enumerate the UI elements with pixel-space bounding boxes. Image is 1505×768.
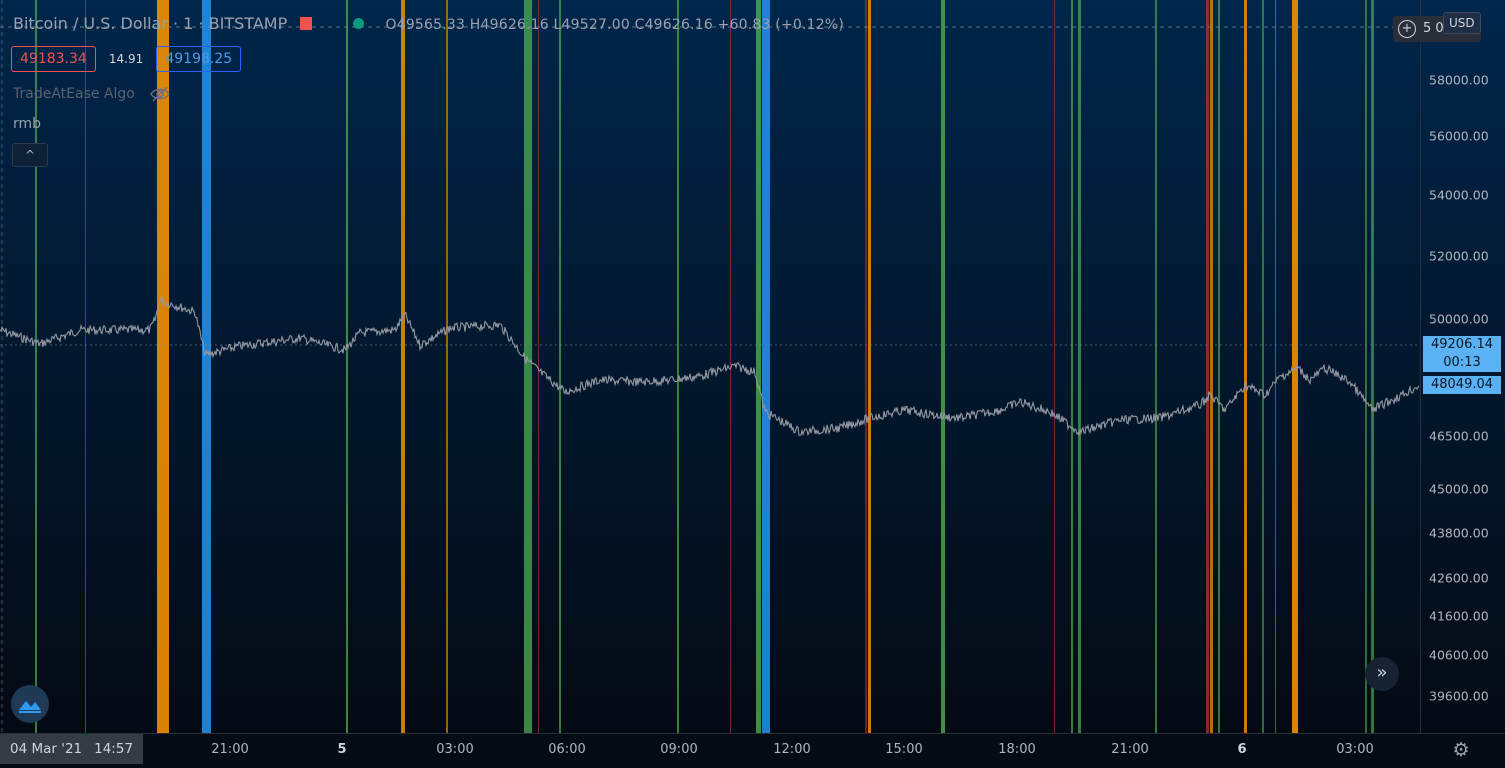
time-tick-label: 06:00 [548,742,586,757]
signal-band [157,0,169,733]
signal-band [202,0,211,733]
signal-band [1292,0,1298,733]
signal-band [1210,0,1213,733]
signal-band [941,0,945,733]
signal-band [524,0,532,733]
symbol-legend[interactable]: Bitcoin / U.S. Dollar · 1 · BITSTAMP O49… [13,14,845,33]
time-tick-label: 21:00 [211,742,249,757]
signal-band [1155,0,1157,733]
ask-price[interactable]: 49198.25 [156,46,242,72]
marker-price-label: 48049.04 [1423,376,1501,394]
price-tick-label: 50000.00 [1429,311,1489,327]
symbol-name[interactable]: Bitcoin / U.S. Dollar [13,14,168,33]
signal-band [1078,0,1081,733]
signal-band [538,0,539,733]
price-tick-label: 43800.00 [1429,525,1489,541]
time-tick-label: 21:00 [1111,742,1149,757]
indicator-legend-tradeatease[interactable]: TradeAtEase Algo [13,85,171,103]
price-tick-label: 39600.00 [1429,688,1489,704]
signal-band [1365,0,1367,733]
signal-band [762,0,770,733]
indicator-name: rmb [13,116,42,132]
signal-band [1244,0,1247,733]
bid-ask-panel: 49183.34 14.91 49198.25 [11,46,242,72]
price-tick-label: 46500.00 [1429,428,1489,444]
tradingview-logo-icon[interactable] [11,685,49,723]
time-tick-label: 09:00 [660,742,698,757]
time-tick-label: 15:00 [885,742,923,757]
signal-band [1218,0,1220,733]
symbol-exchange[interactable]: BITSTAMP [208,14,288,33]
time-tick-label: 18:00 [998,742,1036,757]
signal-band [865,0,867,733]
price-tick-label: 40600.00 [1429,647,1489,663]
time-tick-label: 5 [337,742,347,757]
symbol-interval[interactable]: 1 [183,14,194,33]
price-tick-label: 54000.00 [1429,187,1489,203]
signal-band [1371,0,1374,733]
double-chevron-right-icon: » [1376,662,1388,683]
signal-band [1262,0,1264,733]
signal-band [1275,0,1276,733]
price-series-line [0,295,1420,437]
price-axis[interactable]: 58000.00 56000.00 54000.00 52000.00 50000.00… [1420,0,1505,733]
ohlc-values: O49565.33 H49626.16 L49527.00 C49626.16 … [385,17,845,33]
time-tick-label: 03:00 [1336,742,1374,757]
flag-icon[interactable] [300,17,313,30]
price-tick-label: 45000.00 [1429,481,1489,497]
price-tick-label: 58000.00 [1429,72,1489,88]
scroll-to-realtime-button[interactable]: » [1365,657,1399,691]
currency-label[interactable]: USD [1443,12,1481,34]
signal-band [559,0,561,733]
signal-band [677,0,679,733]
last-price-label: 49206.14 00:13 [1423,336,1501,372]
spread-value: 14.91 [108,52,144,66]
price-tick-label: 41600.00 [1429,608,1489,624]
plus-circle-icon: + [1398,20,1416,38]
crosshair-date-label: 04 Mar '21 14:57 [0,734,144,764]
crosshair-price: 5 0 [1423,21,1444,36]
price-tick-label: 56000.00 [1429,128,1489,144]
signal-band [85,0,86,733]
chart-pane[interactable]: Bitcoin / U.S. Dollar · 1 · BITSTAMP O49… [0,0,1420,733]
time-tick-label: 6 [1237,742,1247,757]
signal-band [868,0,871,733]
signal-band [35,0,37,733]
signal-band [1071,0,1073,733]
collapse-legend-button[interactable]: ^ [12,143,48,167]
time-tick-label: 03:00 [436,742,474,757]
signal-band [1206,0,1209,733]
signal-band [756,0,761,733]
chevron-up-icon: ^ [24,148,36,162]
signal-band [401,0,405,733]
indicator-name: TradeAtEase Algo [13,86,135,102]
eye-off-icon[interactable] [149,85,171,103]
bid-price[interactable]: 49183.34 [11,46,96,72]
indicator-legend-rmb[interactable]: rmb [13,116,41,132]
price-tick-label: 52000.00 [1429,248,1489,264]
time-axis[interactable]: 04 Mar '21 14:57 ⚙ 21:00 5 03:00 06:00 09:00 1… [0,733,1505,768]
gear-icon[interactable]: ⚙ [1452,739,1470,761]
signal-band [730,0,731,733]
signal-band [446,0,448,733]
time-tick-label: 12:00 [773,742,811,757]
signal-band [1054,0,1055,733]
price-tick-label: 42600.00 [1429,570,1489,586]
signal-band [346,0,348,733]
price-chart[interactable] [0,0,1420,733]
market-status-icon [353,18,365,29]
